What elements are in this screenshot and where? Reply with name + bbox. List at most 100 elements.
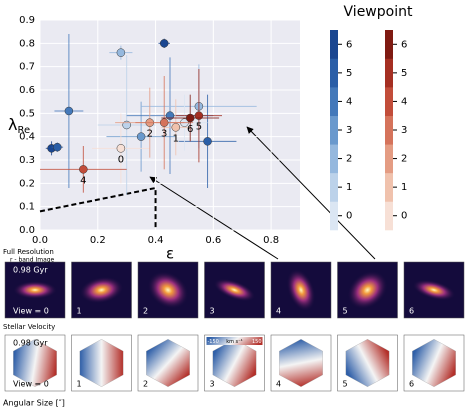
y-tick-label: 0.8 [19, 38, 35, 49]
velocity-map [279, 339, 323, 387]
colorbar-title: Viewpoint [344, 4, 413, 20]
view-label: 6 [409, 380, 414, 389]
row-title: Full Resolution [3, 248, 54, 256]
point [79, 165, 88, 174]
point [53, 142, 62, 152]
colorbar-segment [385, 172, 393, 202]
colorbar-segment [385, 144, 393, 174]
view-label: 2 [143, 307, 148, 316]
galaxy [147, 271, 189, 309]
velocity-map [212, 339, 257, 387]
colorbar-tick-label: 2 [346, 154, 352, 165]
point [203, 137, 212, 146]
age-label: 0.98 Gyr [13, 266, 48, 275]
colorbar-tick-label: 5 [346, 68, 352, 79]
y-tick-label: 0.7 [19, 62, 35, 73]
view-label: 1 [77, 307, 82, 316]
view-label: 1 [77, 380, 82, 389]
point [159, 118, 169, 127]
row-title: Stellar Velocity [3, 323, 55, 331]
colorbar-tick-label: 2 [401, 154, 407, 165]
colorbar-segment [330, 144, 338, 174]
y-label-sub: Re [17, 125, 30, 136]
colorbar-tick-label: 3 [346, 125, 352, 136]
y-tick-label: 0.9 [19, 15, 35, 26]
point-label: 5 [196, 122, 202, 133]
x-tick-label: 0.0 [32, 235, 48, 246]
point [159, 39, 169, 48]
velocity-map [146, 339, 190, 387]
velocity-map [412, 339, 456, 387]
galaxy [347, 270, 388, 310]
colorbar-tick-label: 4 [401, 96, 407, 107]
galaxy [286, 268, 316, 312]
scale-min: -150 [208, 339, 219, 345]
panels: View = 0 View = 0 1 1 2 2 3 3 4 4 5 5 6 6 Full Resolut… [3, 248, 465, 408]
view-label: 6 [409, 307, 414, 316]
view-label: 3 [210, 380, 215, 389]
point-label: 2 [147, 129, 153, 140]
y-label-main: λ [8, 115, 17, 134]
arrow [246, 126, 376, 260]
x-label: ε [166, 245, 174, 263]
colorbar-tick-label: 5 [401, 68, 407, 79]
y-tick-label: 0.3 [19, 155, 35, 166]
colorbar-segment [330, 58, 338, 88]
colorbar-tick-label: 6 [401, 39, 407, 50]
colorbar-tick-label: 4 [346, 96, 352, 107]
galaxy [13, 281, 57, 299]
arrow [149, 176, 279, 260]
point-label: 1 [173, 133, 179, 144]
colorbar-tick-label: 1 [401, 182, 407, 193]
view-label: 4 [276, 380, 281, 389]
x-tick-label: 0.6 [205, 235, 221, 246]
view-label: 3 [210, 307, 215, 316]
view-label: View = 0 [13, 307, 49, 316]
x-tick-label: 0.2 [90, 235, 106, 246]
y-tick-label: 0.0 [19, 225, 35, 236]
velocity-map [13, 339, 57, 387]
velocity-scale [206, 337, 263, 345]
point-label: 6 [187, 124, 193, 135]
colorbar-tick-label: 1 [346, 182, 352, 193]
reference-line [39, 186, 157, 230]
galaxy [213, 278, 256, 302]
y-tick-label: 0.5 [19, 108, 35, 119]
view-label: 2 [143, 380, 148, 389]
colorbar-segment [330, 115, 338, 145]
colorbar-segment [330, 201, 338, 231]
velocity-map [79, 339, 124, 387]
y-label: λRe [8, 115, 30, 137]
axis-label: Angular Size [″] [3, 399, 65, 408]
x-tick-label: 0.4 [148, 235, 164, 246]
colorbar-segment [385, 201, 393, 231]
point [64, 106, 74, 116]
colorbar-segment [385, 115, 393, 145]
y-tick-label: 0.4 [19, 132, 35, 143]
age-label: 0.98 Gyr [13, 339, 48, 348]
view-label: 4 [276, 307, 281, 316]
colorbar-segment [385, 58, 393, 88]
x-tick-label: 0.8 [263, 235, 279, 246]
scale-unit: km s⁻¹ [226, 339, 243, 345]
point [185, 113, 195, 123]
colorbar-tick-label: 0 [346, 211, 352, 222]
row-title: r - band Image [10, 257, 55, 264]
galaxy [79, 276, 124, 304]
colorbar-tick-label: 3 [401, 125, 407, 136]
colorbar-tick-label: 6 [346, 39, 352, 50]
view-label: 5 [343, 307, 348, 316]
y-tick-label: 0.6 [19, 85, 35, 96]
colorbar-segment [385, 30, 393, 59]
scale-max: 150 [252, 339, 262, 345]
point [116, 48, 126, 57]
point-label: 0 [118, 154, 124, 165]
colorbar-segment [330, 87, 338, 117]
colorbar-segment [330, 172, 338, 202]
view-label: View = 0 [13, 380, 49, 389]
colorbar-segment [385, 87, 393, 117]
point-label: 4 [80, 175, 86, 186]
point-label: 3 [161, 129, 167, 140]
colorbar-segment [330, 30, 338, 59]
y-tick-label: 0.1 [19, 202, 35, 213]
